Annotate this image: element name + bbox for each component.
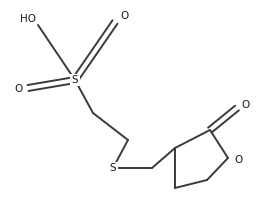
Text: O: O xyxy=(234,155,242,165)
Text: HO: HO xyxy=(20,14,36,24)
Text: O: O xyxy=(241,100,249,110)
Text: S: S xyxy=(110,163,116,173)
Text: O: O xyxy=(15,84,23,94)
Text: S: S xyxy=(72,75,78,85)
Text: O: O xyxy=(120,11,128,21)
